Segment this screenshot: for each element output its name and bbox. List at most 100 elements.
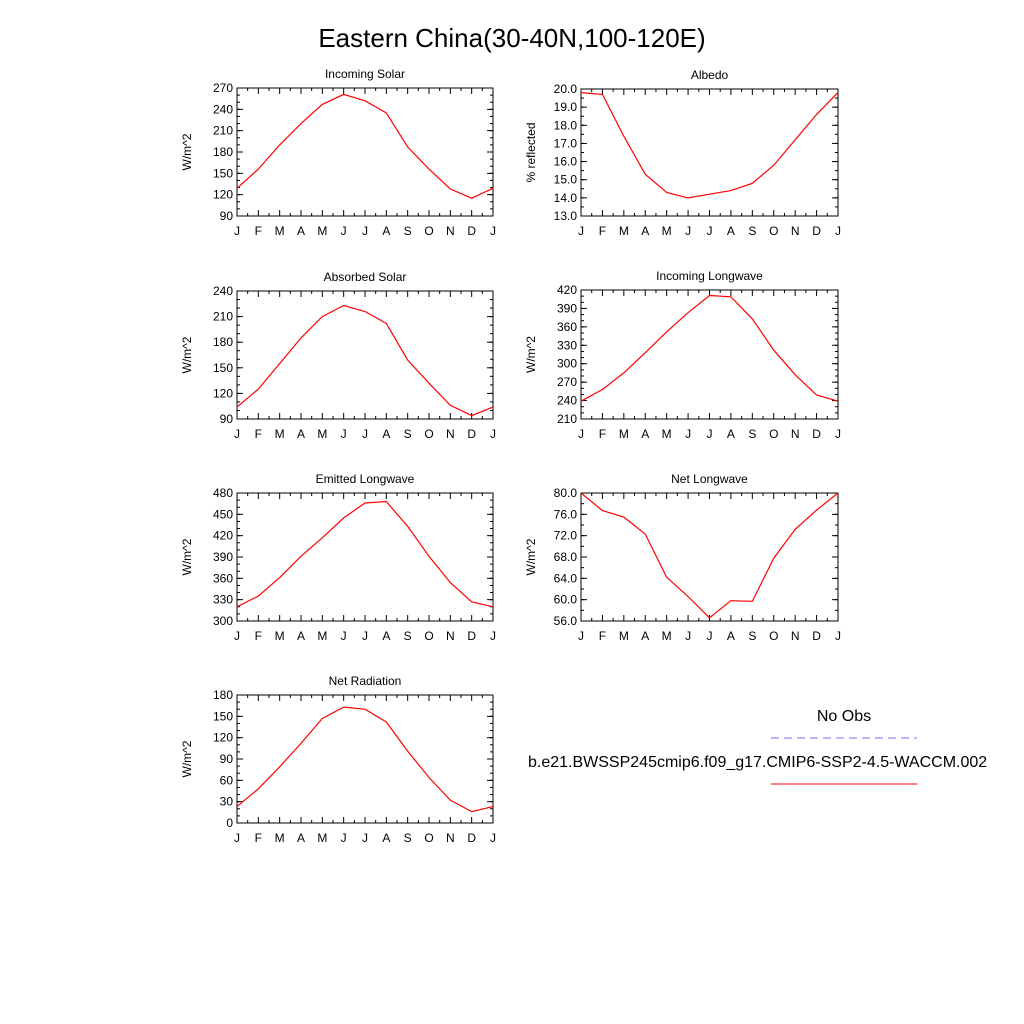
panel-title: Emitted Longwave — [316, 472, 415, 486]
x-tick-label: J — [341, 629, 347, 643]
series-line — [236, 500, 494, 608]
y-tick-label: 150 — [213, 166, 233, 180]
x-tick-label: J — [362, 427, 368, 441]
x-tick-label: F — [599, 629, 606, 643]
x-tick-label: F — [599, 427, 606, 441]
y-tick-label: 450 — [213, 507, 233, 521]
x-tick-label: N — [791, 427, 800, 441]
series-line — [236, 304, 494, 417]
x-tick-label: J — [341, 831, 347, 845]
y-tick-label: 120 — [213, 386, 233, 400]
x-tick-label: S — [404, 831, 412, 845]
x-tick-label: M — [662, 427, 672, 441]
x-tick-label: M — [275, 427, 285, 441]
y-tick-label: 60 — [220, 773, 234, 787]
x-tick-label: J — [234, 629, 240, 643]
x-tick-label: F — [255, 831, 262, 845]
y-tick-label: 150 — [213, 361, 233, 375]
x-tick-label: A — [727, 427, 735, 441]
x-tick-label: M — [317, 427, 327, 441]
panel-title: Incoming Solar — [325, 67, 405, 81]
y-tick-label: 19.0 — [554, 100, 578, 114]
x-tick-label: J — [341, 427, 347, 441]
y-tick-label: 330 — [557, 338, 577, 352]
x-tick-label: O — [769, 224, 778, 238]
x-tick-label: A — [641, 427, 649, 441]
x-tick-label: A — [382, 629, 390, 643]
x-tick-label: A — [641, 629, 649, 643]
series-line — [580, 294, 839, 402]
y-tick-label: 210 — [557, 412, 577, 426]
y-axis-label: W/m^2 — [524, 336, 538, 373]
x-tick-label: M — [662, 629, 672, 643]
x-tick-label: D — [467, 224, 476, 238]
x-tick-label: S — [748, 629, 756, 643]
y-tick-label: 180 — [213, 335, 233, 349]
x-tick-label: J — [685, 427, 691, 441]
x-tick-label: S — [404, 224, 412, 238]
y-tick-label: 64.0 — [554, 571, 578, 585]
y-tick-label: 60.0 — [554, 593, 578, 607]
x-tick-label: D — [812, 629, 821, 643]
x-tick-label: F — [255, 224, 262, 238]
x-tick-label: D — [467, 427, 476, 441]
x-tick-label: M — [275, 224, 285, 238]
x-tick-label: M — [619, 224, 629, 238]
plot-frame — [580, 289, 839, 420]
y-tick-label: 120 — [213, 188, 233, 202]
y-tick-label: 360 — [557, 320, 577, 334]
y-axis-label: W/m^2 — [180, 538, 194, 575]
y-tick-label: 390 — [557, 301, 577, 315]
panel-title: Albedo — [691, 68, 729, 82]
x-tick-label: J — [490, 224, 496, 238]
x-tick-label: D — [812, 224, 821, 238]
x-tick-label: O — [769, 427, 778, 441]
x-tick-label: O — [769, 629, 778, 643]
x-tick-label: A — [382, 224, 390, 238]
y-tick-label: 76.0 — [554, 507, 578, 521]
y-tick-label: 18.0 — [554, 118, 578, 132]
x-tick-label: O — [424, 831, 433, 845]
x-tick-label: M — [662, 224, 672, 238]
plot-frame — [236, 694, 494, 824]
y-tick-label: 30 — [220, 795, 234, 809]
series-line — [580, 492, 839, 619]
y-tick-label: 240 — [213, 102, 233, 116]
x-tick-label: M — [317, 224, 327, 238]
y-tick-label: 150 — [213, 709, 233, 723]
x-tick-label: J — [234, 831, 240, 845]
x-tick-label: F — [255, 629, 262, 643]
y-tick-label: 210 — [213, 124, 233, 138]
x-tick-label: S — [748, 427, 756, 441]
x-tick-label: A — [382, 427, 390, 441]
legend: No Obs b.e21.BWSSP245cmip6.f09_g17.CMIP6… — [528, 708, 987, 785]
x-tick-label: A — [727, 224, 735, 238]
y-axis-label: W/m^2 — [524, 538, 538, 575]
y-tick-label: 240 — [557, 394, 577, 408]
x-tick-label: J — [835, 427, 841, 441]
y-tick-label: 56.0 — [554, 614, 578, 628]
x-tick-label: J — [578, 224, 584, 238]
y-tick-label: 270 — [557, 375, 577, 389]
y-tick-label: 420 — [557, 283, 577, 297]
x-tick-label: J — [707, 629, 713, 643]
x-tick-label: N — [446, 224, 455, 238]
x-tick-label: J — [234, 427, 240, 441]
x-tick-label: J — [362, 831, 368, 845]
x-tick-label: J — [835, 629, 841, 643]
x-tick-label: J — [578, 629, 584, 643]
x-tick-label: N — [446, 427, 455, 441]
x-tick-label: A — [382, 831, 390, 845]
x-tick-label: S — [404, 427, 412, 441]
y-tick-label: 480 — [213, 486, 233, 500]
y-tick-label: 90 — [220, 209, 234, 223]
y-tick-label: 210 — [213, 310, 233, 324]
y-tick-label: 120 — [213, 731, 233, 745]
x-tick-label: S — [748, 224, 756, 238]
x-tick-label: J — [362, 224, 368, 238]
x-tick-label: A — [727, 629, 735, 643]
x-tick-label: J — [578, 427, 584, 441]
